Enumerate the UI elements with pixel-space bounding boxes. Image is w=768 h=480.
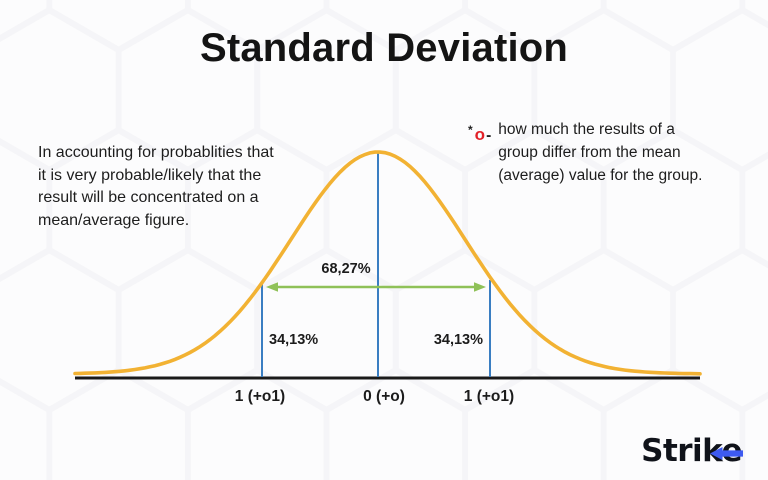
- tick-minus-one-sigma: 1 (+o1): [235, 388, 285, 405]
- sigma-definition-text: how much the results of a group differ f…: [498, 121, 703, 184]
- sigma-definition: * o- how much the results of a group diff…: [468, 118, 720, 187]
- label-68-percent: 68,27%: [321, 261, 370, 277]
- bell-curve: [73, 150, 702, 376]
- label-34-percent-left: 34,13%: [269, 332, 318, 348]
- asterisk-mark: *: [468, 123, 473, 137]
- sigma-symbol: o: [474, 125, 486, 144]
- arrowhead-right: [474, 282, 486, 292]
- logo-arrow-icon: [710, 447, 743, 460]
- sigma-bullet: * o-: [468, 118, 491, 147]
- strike-logo: Strike: [641, 433, 743, 469]
- page-title: Standard Deviation: [199, 26, 569, 70]
- left-explanation-text: In accounting for probablities that it i…: [38, 144, 274, 229]
- arrowhead-left: [266, 282, 278, 292]
- logo-text: Strik: [641, 433, 722, 469]
- label-34-percent-right: 34,13%: [434, 332, 483, 348]
- tick-plus-one-sigma: 1 (+o1): [464, 388, 514, 405]
- tick-mean: 0 (+o): [363, 388, 405, 405]
- dash-separator: -: [486, 127, 492, 144]
- coverage-arrow: [266, 282, 486, 292]
